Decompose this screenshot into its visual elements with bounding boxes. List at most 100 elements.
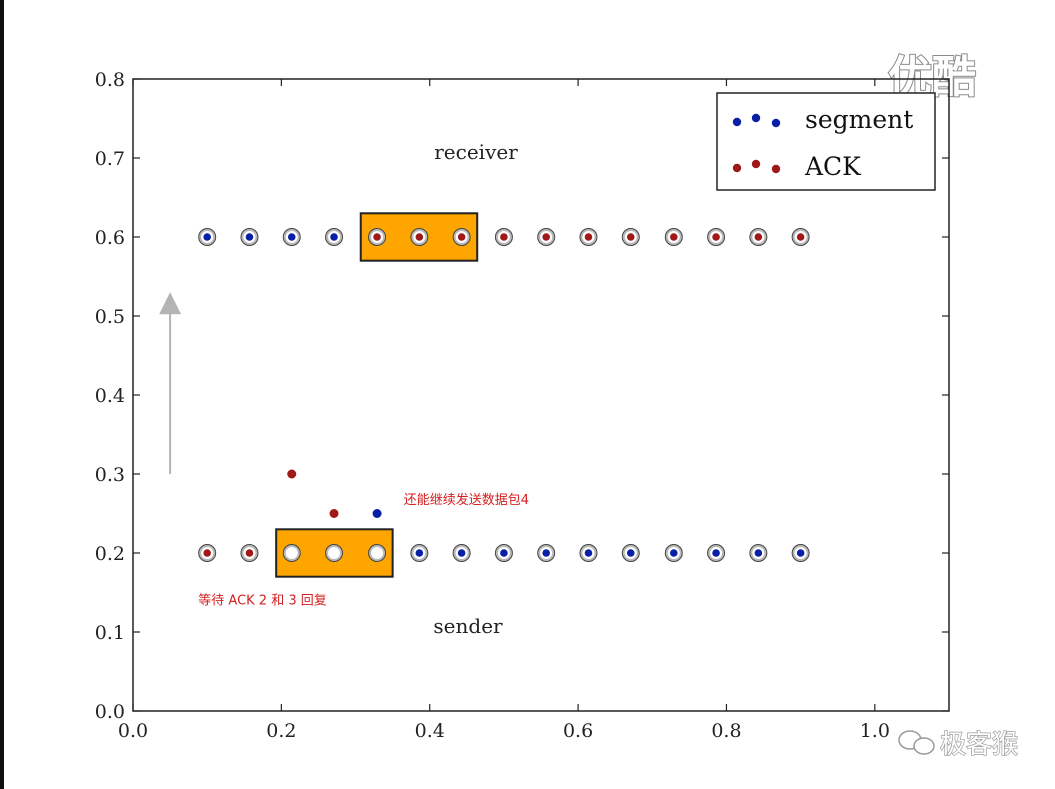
watermark-jikehou: 极客猴 bbox=[940, 730, 1018, 760]
wechat-icon bbox=[898, 730, 935, 755]
legend-segment-dot bbox=[771, 118, 781, 128]
slot-dot bbox=[712, 549, 720, 557]
legend-segment-dot bbox=[732, 117, 742, 127]
in-flight-ack-point bbox=[287, 469, 297, 479]
slot-dot bbox=[584, 233, 593, 241]
legend-ack-label: ACK bbox=[804, 152, 862, 181]
arrow-head bbox=[159, 292, 182, 315]
sender-segment-point bbox=[707, 544, 726, 562]
slot-dot bbox=[203, 549, 211, 557]
y-tick-label: 0.0 bbox=[95, 701, 125, 723]
slot-dot bbox=[669, 549, 678, 557]
receiver-ack-point bbox=[791, 228, 810, 246]
sender-ack-point bbox=[240, 544, 259, 562]
receiver-segment-point bbox=[282, 228, 301, 246]
x-tick-label: 0.8 bbox=[711, 720, 741, 742]
windows bbox=[275, 212, 479, 578]
receiver-ack-point bbox=[621, 228, 640, 246]
slot-dot bbox=[287, 233, 296, 241]
x-tick-label: 0.0 bbox=[118, 720, 148, 742]
sender-empty-point bbox=[282, 544, 301, 562]
x-tick-label: 1.0 bbox=[860, 720, 890, 742]
receiver-ack-point bbox=[749, 228, 768, 246]
slot-dot bbox=[457, 549, 466, 557]
legend-ack-dot bbox=[771, 164, 781, 174]
slot-dot bbox=[796, 233, 805, 241]
slot-dot bbox=[245, 549, 254, 557]
slot-dot bbox=[754, 549, 763, 557]
upward-arrow bbox=[159, 292, 182, 474]
slot-dot bbox=[415, 233, 424, 241]
y-tick-label: 0.2 bbox=[95, 543, 125, 565]
slot-inner bbox=[371, 547, 384, 559]
slot-dot bbox=[712, 233, 720, 241]
in-flight-ack-point bbox=[329, 509, 339, 518]
receiver-segment-point bbox=[240, 228, 259, 246]
slot-dot bbox=[203, 233, 211, 241]
sender-segment-point bbox=[749, 544, 768, 562]
receiver-ack-point bbox=[410, 228, 429, 246]
x-tick-label: 0.2 bbox=[266, 720, 296, 742]
sender-segment-point bbox=[621, 544, 640, 562]
legend-ack-dot bbox=[751, 159, 761, 169]
slot-dot bbox=[796, 549, 805, 557]
annotation-continue-sending: 还能继续发送数据包4 bbox=[404, 492, 529, 508]
sender-empty-point bbox=[368, 544, 387, 562]
legend-segment-label: segment bbox=[805, 105, 913, 134]
receiver-segment-point bbox=[325, 228, 344, 246]
receiver-ack-point bbox=[368, 228, 387, 246]
y-tick-label: 0.1 bbox=[95, 622, 125, 644]
slot-dot bbox=[500, 233, 508, 241]
watermark-bottom: 极客猴 bbox=[898, 729, 1019, 761]
slot-dot bbox=[245, 233, 254, 241]
sender-ack-point bbox=[198, 544, 217, 562]
legend-ack-markers bbox=[732, 159, 781, 174]
x-tick-label: 0.6 bbox=[563, 720, 593, 742]
slot-dot bbox=[373, 233, 381, 241]
sender-segment-point bbox=[537, 544, 556, 562]
legend-ack-dot bbox=[732, 163, 742, 173]
receiver-ack-point bbox=[537, 228, 556, 246]
slot-dot bbox=[626, 549, 635, 557]
legend: segment ACK bbox=[716, 92, 936, 191]
y-tick-label: 0.5 bbox=[95, 306, 125, 328]
slot-dot bbox=[457, 233, 466, 241]
sender-label: sender bbox=[433, 614, 503, 638]
legend-segment-markers bbox=[732, 113, 781, 128]
points bbox=[198, 228, 810, 562]
sender-segment-point bbox=[579, 544, 598, 562]
slot-dot bbox=[754, 233, 763, 241]
slot-inner bbox=[328, 547, 341, 559]
slot-dot bbox=[669, 233, 678, 241]
y-tick-label: 0.8 bbox=[95, 69, 125, 91]
receiver-ack-point bbox=[707, 228, 726, 246]
receiver-ack-point bbox=[452, 228, 471, 246]
y-axis-ticks: 0.0 0.1 0.2 0.3 0.4 0.5 0.6 0.7 0.8 bbox=[95, 69, 949, 723]
receiver-segment-point bbox=[198, 228, 217, 246]
slot-dot bbox=[584, 549, 593, 557]
y-tick-label: 0.3 bbox=[95, 464, 125, 486]
receiver-ack-point bbox=[494, 228, 513, 246]
x-tick-label: 0.4 bbox=[415, 720, 445, 742]
receiver-ack-point bbox=[664, 228, 683, 246]
slot-dot bbox=[500, 549, 508, 557]
sender-segment-point bbox=[410, 544, 429, 562]
legend-frame bbox=[716, 92, 936, 191]
y-tick-label: 0.4 bbox=[95, 385, 125, 407]
slot-dot bbox=[330, 233, 338, 241]
sender-segment-point bbox=[452, 544, 471, 562]
sender-segment-point bbox=[494, 544, 513, 562]
slot-dot bbox=[415, 549, 424, 557]
slot-dot bbox=[626, 233, 635, 241]
x-axis-ticks: 0.0 0.2 0.4 0.6 0.8 1.0 bbox=[118, 79, 890, 742]
annotation-waiting-ack: 等待 ACK 2 和 3 回复 bbox=[198, 592, 326, 608]
legend-segment-dot bbox=[751, 113, 761, 123]
slot-dot bbox=[542, 233, 550, 241]
slot-dot bbox=[542, 549, 550, 557]
sender-segment-point bbox=[664, 544, 683, 562]
y-tick-label: 0.7 bbox=[95, 148, 125, 170]
frame-edge bbox=[0, 0, 4, 789]
receiver-label: receiver bbox=[434, 140, 518, 164]
in-flight-segment-point bbox=[372, 509, 382, 518]
